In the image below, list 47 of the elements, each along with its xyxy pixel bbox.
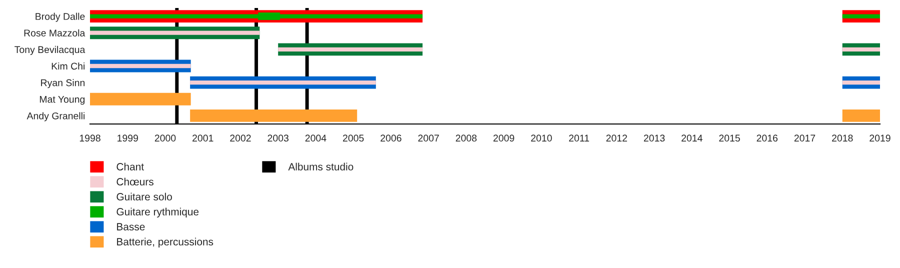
x-tick-label: 2004	[305, 134, 326, 142]
y-tick-label: Andy Granelli	[26, 112, 84, 122]
legend-label: Chant	[116, 162, 144, 170]
legend-label: Guitare solo	[116, 192, 172, 200]
bar	[190, 110, 358, 122]
x-tick-label: 2019	[870, 134, 890, 142]
x-tick-label: 2015	[719, 134, 740, 142]
x-tick-label: 2000	[154, 134, 176, 142]
x-tick-label: 2002	[230, 134, 251, 142]
y-tick-label: Mat Young	[40, 96, 85, 105]
x-tick-label: 2007	[418, 134, 439, 142]
bar	[842, 80, 880, 85]
x-tick-label: 2003	[268, 134, 288, 142]
bar	[278, 47, 423, 52]
x-tick-label: 2006	[380, 134, 402, 142]
bar	[842, 110, 880, 122]
bar	[90, 30, 260, 35]
legend-label: Guitare rythmique	[116, 208, 199, 218]
bar	[90, 92, 191, 106]
x-tick-label: 2010	[531, 134, 552, 142]
x-tick-label: 1998	[80, 134, 100, 142]
y-tick-label: Ryan Sinn	[41, 79, 85, 88]
legend-label: Albums studio	[288, 162, 354, 170]
x-tick-label: 2008	[456, 134, 477, 142]
x-tick-label: 2014	[682, 134, 702, 142]
y-tick-label: Brody Dalle	[36, 12, 85, 22]
x-tick-label: 1999	[118, 134, 138, 142]
x-tick-label: 2018	[832, 134, 853, 142]
x-tick-label: 2016	[756, 134, 778, 142]
bar	[90, 64, 191, 68]
x-tick-label: 2001	[192, 134, 214, 142]
x-tick-label: 2005	[343, 134, 364, 142]
x-tick-label: 2017	[794, 134, 816, 142]
bar	[842, 47, 880, 52]
y-tick-label: Tony Bevilacqua	[14, 46, 86, 55]
x-tick-label: 2011	[569, 134, 590, 142]
legend-label: Basse	[117, 223, 145, 230]
x-tick-label: 2013	[644, 134, 665, 142]
y-tick-label: Kim Chi	[52, 62, 84, 70]
bar	[842, 14, 880, 18]
bar	[190, 80, 376, 85]
bar	[90, 14, 423, 18]
legend-label: Chœurs	[116, 178, 154, 186]
y-tick-label: Rose Mazzola	[24, 29, 86, 36]
legend-label: Batterie, percussions	[117, 238, 214, 248]
x-tick-label: 2012	[606, 134, 627, 142]
x-tick-label: 2009	[493, 134, 514, 142]
